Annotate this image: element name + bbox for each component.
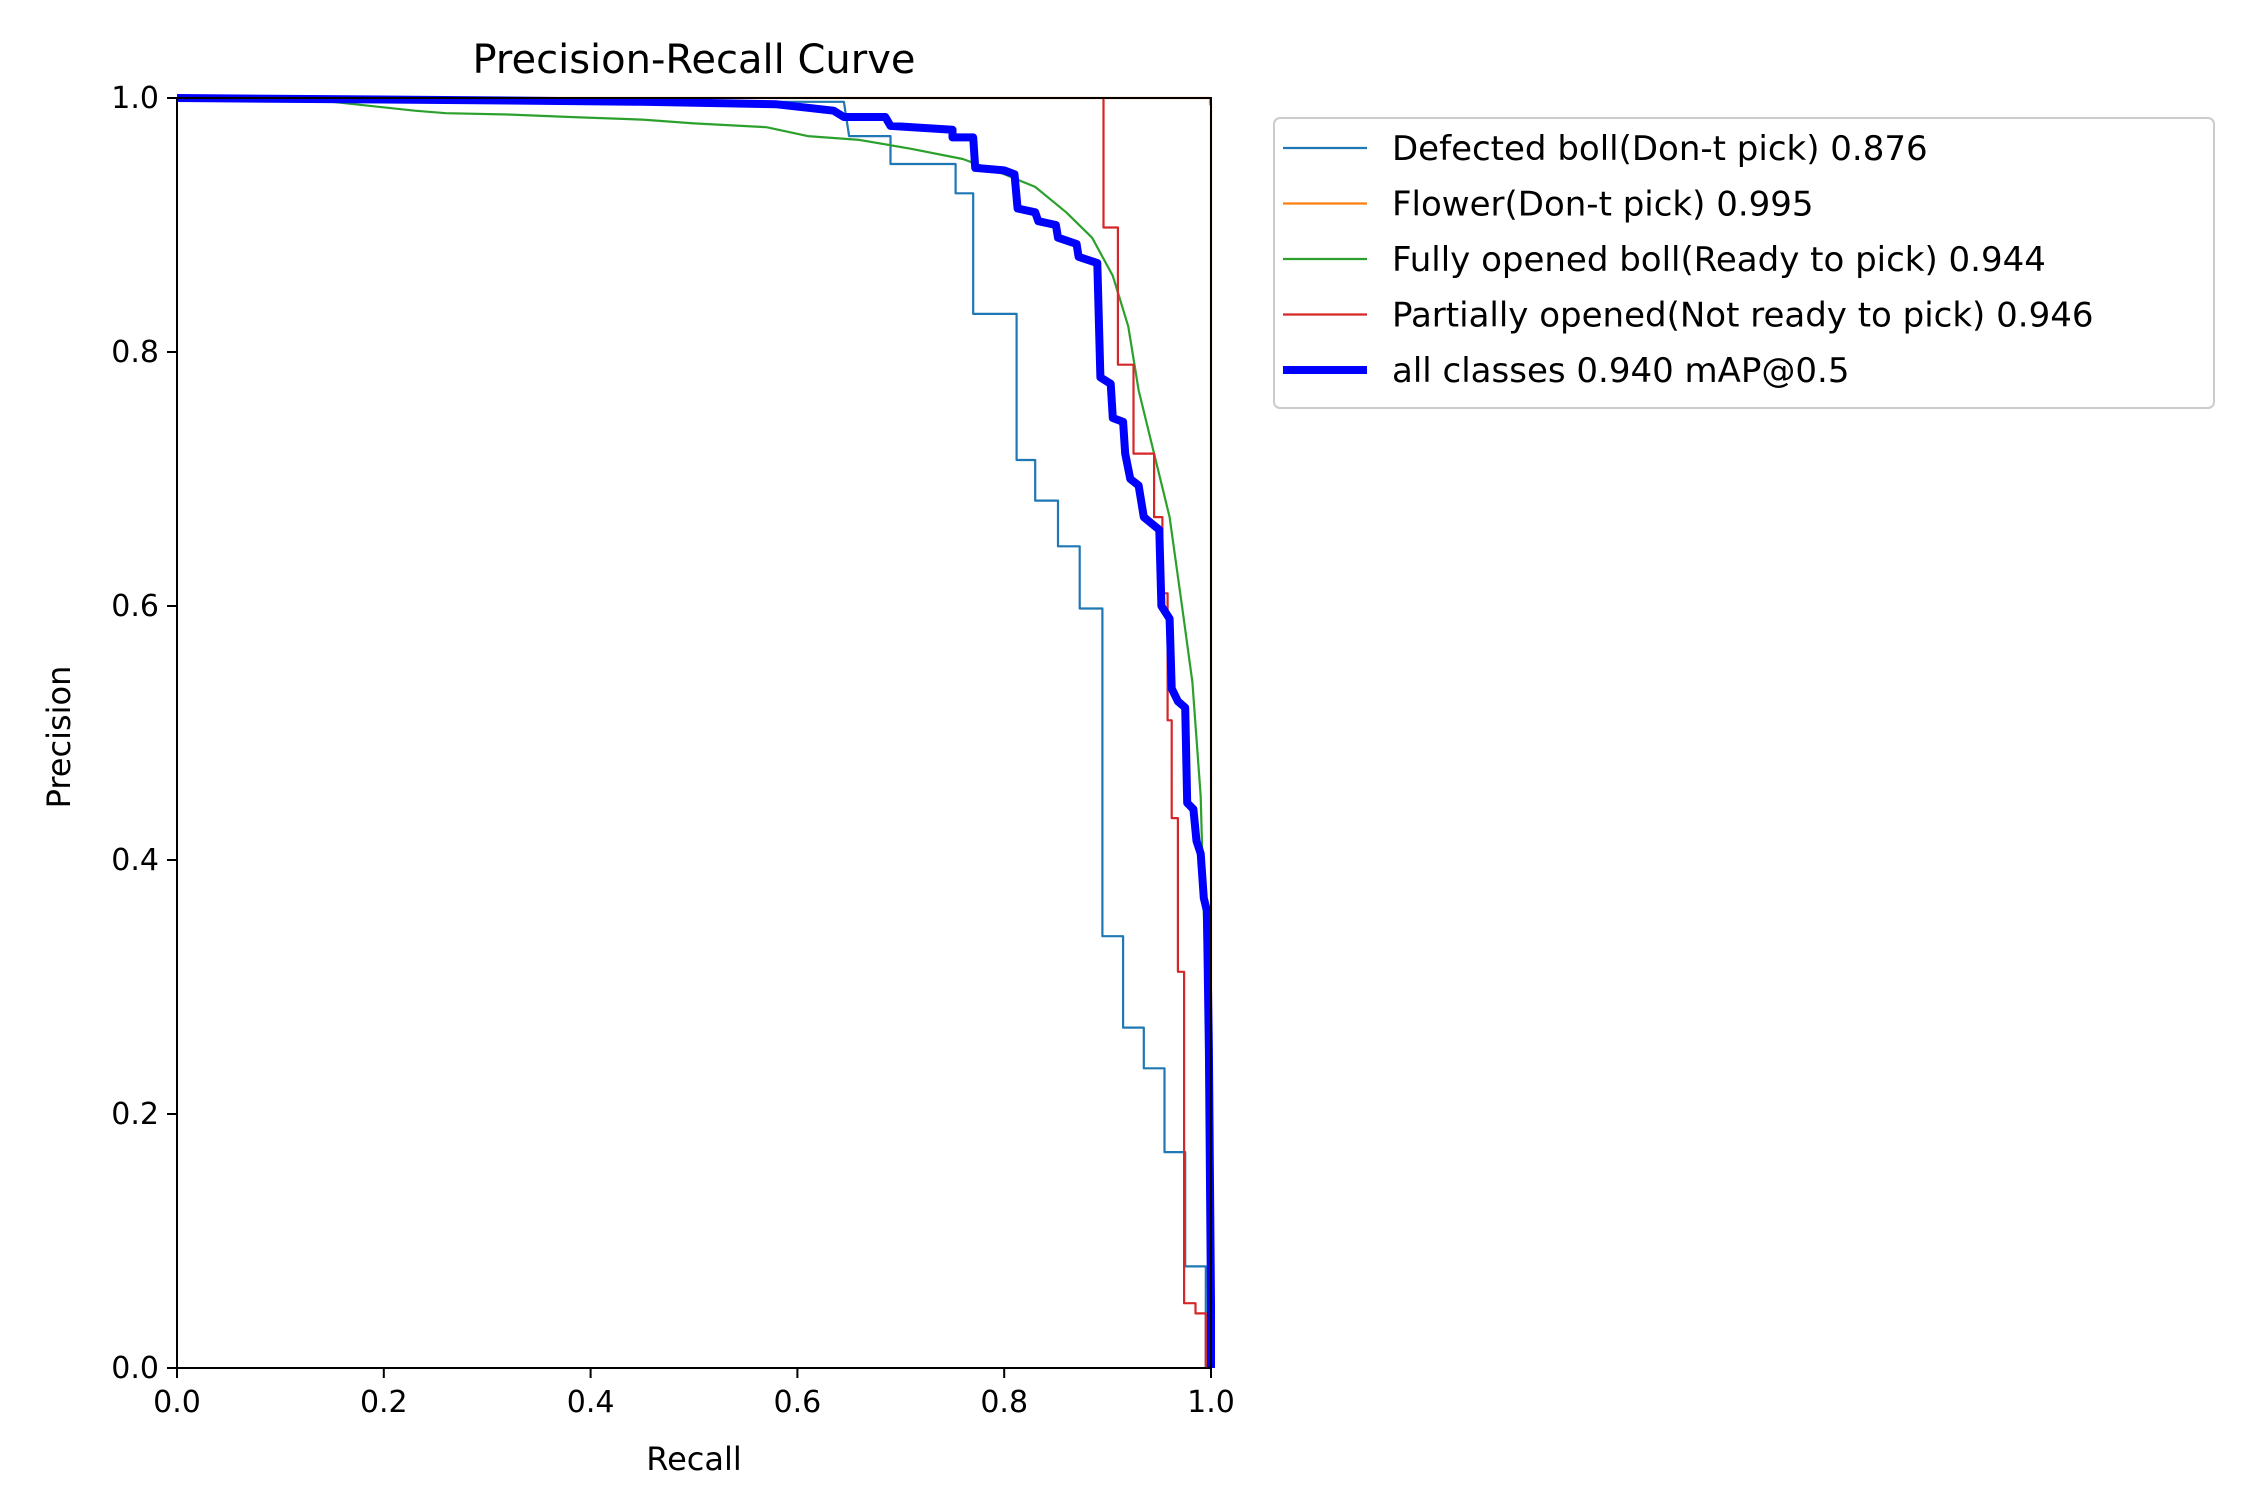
legend-label-flower: Flower(Don-t pick) 0.995 [1392,185,1814,225]
series-line-all-classes [176,94,1215,1368]
plot-area [176,94,1215,1369]
legend-frame [1273,117,2215,409]
x-tick-label: 0.4 [567,1385,615,1420]
x-tick-label: 1.0 [1187,1385,1235,1420]
x-tick-label: 0.8 [980,1385,1028,1420]
y-tick-label: 0.4 [111,843,159,878]
series-line-flower [177,96,1213,1368]
y-axis-label: Precision [40,666,78,809]
y-tick-label: 0.8 [111,335,159,370]
x-axis-label: Recall [646,1440,741,1478]
x-tick-label: 0.6 [774,1385,822,1420]
x-axis-ticks: 0.0 0.2 0.4 0.6 0.8 1.0 [153,1368,1235,1420]
series-line-defected-boll [176,96,1207,1368]
series-line-partially-opened [1102,98,1207,1368]
legend-label-defected-boll: Defected boll(Don-t pick) 0.876 [1392,129,1928,169]
y-tick-label: 0.2 [111,1097,159,1132]
legend: Defected boll(Don-t pick) 0.876 Flower(Do… [1273,117,2215,409]
plot-frame [176,97,1212,1369]
x-tick-label: 0.0 [153,1385,201,1420]
series-line-fully-opened-boll [176,96,1213,1369]
x-tick-label: 0.2 [360,1385,408,1420]
legend-label-all-classes: all classes 0.940 mAP@0.5 [1392,351,1849,391]
legend-label-partially-opened: Partially opened(Not ready to pick) 0.94… [1392,296,2093,336]
y-tick-label: 1.0 [111,81,159,116]
chart-title: Precision-Recall Curve [473,37,916,83]
y-axis-ticks: 0.0 0.2 0.4 0.6 0.8 1.0 [111,81,177,1386]
y-tick-label: 0.6 [111,589,159,624]
legend-label-fully-opened-boll: Fully opened boll(Ready to pick) 0.944 [1392,240,2046,280]
y-tick-label: 0.0 [111,1351,159,1386]
